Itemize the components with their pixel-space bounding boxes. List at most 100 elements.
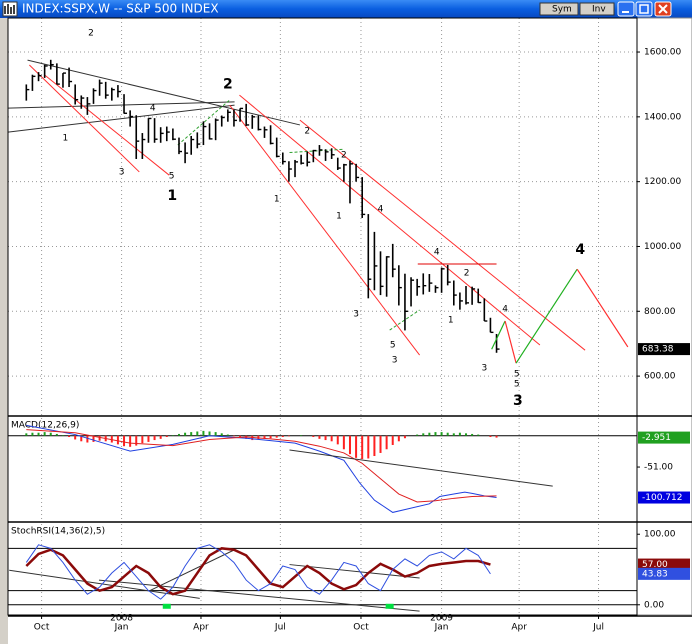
trend-line (98, 579, 420, 612)
minimize-button[interactable] (617, 1, 635, 17)
wave-label: 4 (575, 242, 585, 258)
histogram-value-label: -2.951 (642, 433, 671, 443)
wave-label: 3 (353, 310, 359, 320)
wave-label: 1 (336, 212, 342, 222)
x-tick-label: Jul (592, 623, 604, 633)
macd-histogram-bar (129, 435, 132, 447)
inv-button-label[interactable]: Inv (592, 5, 606, 15)
macd-histogram-bar (385, 435, 388, 450)
wave-label: 2 (464, 269, 470, 279)
macd-histogram-bar (226, 434, 229, 436)
macd-histogram-bar (287, 435, 290, 437)
year-label: 2009 (430, 614, 453, 624)
macd-histogram-bar (342, 435, 345, 450)
macd-histogram-bar (330, 435, 333, 442)
macd-histogram-bar (80, 435, 83, 442)
wave-label: 5 (390, 340, 396, 350)
maximize-button[interactable] (635, 1, 653, 17)
macd-line (26, 429, 497, 503)
macd-histogram-bar (68, 435, 71, 438)
macd-histogram-bar (25, 433, 28, 436)
stoch-value-label: 43.83 (642, 569, 668, 579)
macd-histogram-bar (74, 435, 77, 440)
wave-label: 4 (378, 205, 384, 215)
macd-histogram-bar (55, 433, 58, 436)
stoch-value-label: 57.00 (642, 560, 668, 570)
maximize-icon (639, 4, 649, 14)
close-icon (658, 4, 668, 14)
macd-histogram-bar (379, 435, 382, 453)
year-label: 2008 (110, 614, 133, 624)
macd-histogram-bar (123, 435, 126, 447)
macd-histogram-bar (214, 432, 217, 436)
macd-histogram-bar (495, 435, 498, 438)
macd-value-label: -100.712 (642, 493, 682, 503)
macd-histogram-bar (202, 430, 205, 436)
stoch-value-label-box (638, 558, 690, 571)
macd-histogram-bar (422, 433, 425, 436)
macd-histogram-bar (361, 435, 364, 460)
y-tick-label: 800.00 (644, 307, 676, 317)
macd-histogram-bar (391, 435, 394, 445)
title-bar (0, 0, 692, 18)
y-tick-label: 1400.00 (644, 112, 681, 122)
trend-line (177, 99, 231, 146)
macd-histogram-bar (61, 435, 64, 436)
wave-label: 5 (169, 172, 175, 182)
last-price-label-box (638, 343, 690, 356)
macd-histogram-bar (159, 435, 162, 439)
trend-line (44, 74, 170, 176)
macd-histogram-bar (403, 435, 406, 439)
signal-marker (162, 603, 171, 609)
last-price-label: 683.38 (642, 345, 674, 355)
panel-label: StochRSI(14,36(2),5) (11, 527, 105, 537)
macd-histogram-bar (208, 431, 211, 436)
wave-label: 1 (274, 195, 280, 205)
macd-histogram-bar (336, 435, 339, 445)
inv-button[interactable] (579, 2, 615, 16)
x-tick-label: Apr (511, 623, 527, 633)
x-tick-label: Oct (353, 623, 369, 633)
macd-histogram-bar (98, 435, 101, 441)
macd-histogram-bar (471, 433, 474, 436)
wave-label: 4 (502, 305, 508, 315)
x-axis-background (8, 615, 692, 644)
macd-histogram-bar (440, 432, 443, 436)
trend-line (289, 564, 420, 579)
macd-histogram-bar (239, 435, 242, 438)
panel-label: MACD(12,26,9) (11, 421, 79, 431)
macd-histogram-bar (275, 435, 278, 438)
sym-button[interactable] (539, 2, 579, 16)
y-tick-label: 1000.00 (644, 242, 681, 252)
wave-label: 1 (63, 133, 69, 143)
x-tick-label: Oct (34, 623, 50, 633)
trend-line (299, 119, 586, 351)
wave-label: 5 (514, 380, 520, 390)
macd-histogram-bar (43, 432, 46, 436)
macd-histogram-bar (49, 432, 52, 436)
signal-marker (385, 603, 394, 609)
sym-button-label[interactable]: Sym (552, 5, 572, 15)
macd-histogram-bar (184, 432, 187, 436)
trend-line (27, 59, 301, 126)
x-tick-label: Jan (114, 623, 129, 633)
wave-label: 2 (304, 127, 310, 137)
macd-histogram-bar (489, 435, 492, 438)
stoch-value-label-box (638, 567, 690, 580)
projection-segment (491, 320, 506, 350)
stoch-line (25, 544, 491, 600)
window-title: INDEX:SSPX,W -- S&P 500 INDEX (22, 2, 219, 16)
x-tick-label: Apr (193, 623, 209, 633)
y-tick-label: 1200.00 (644, 177, 681, 187)
macd-value-label-box (638, 491, 690, 504)
macd-histogram-bar (300, 435, 303, 436)
trend-line (7, 101, 235, 109)
macd-histogram-bar (190, 432, 193, 436)
trend-line (9, 569, 200, 599)
x-tick-label: Jan (434, 623, 449, 633)
trend-line (239, 94, 541, 346)
wave-label: 3 (119, 167, 125, 177)
wave-label: 1 (167, 188, 177, 204)
trend-line (289, 449, 553, 487)
macd-histogram-bar (135, 435, 138, 446)
